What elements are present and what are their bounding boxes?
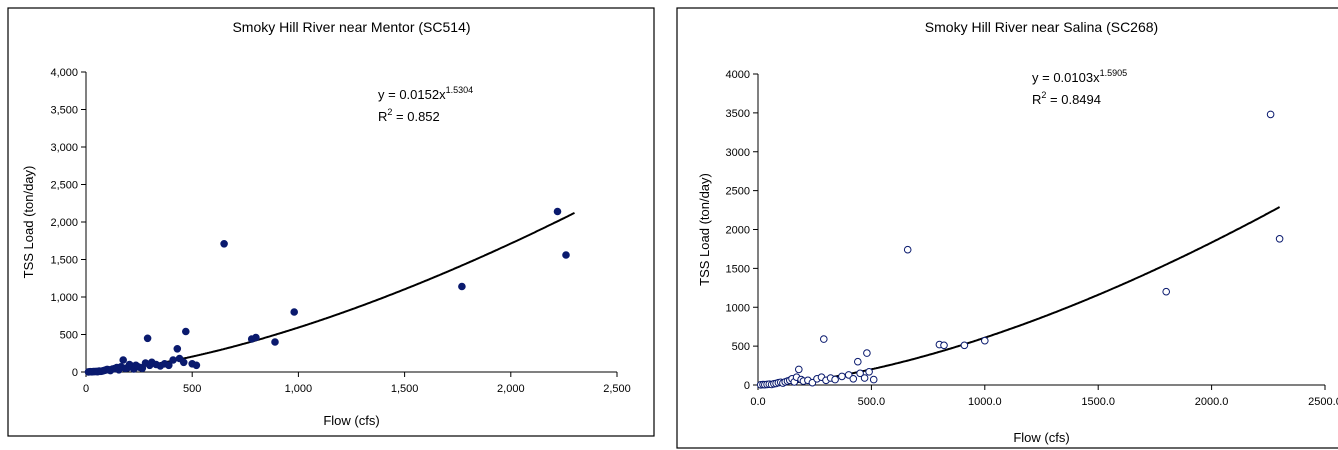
- data-point: [553, 207, 562, 216]
- data-point: [1266, 110, 1275, 119]
- trendline-equation: y = 0.0152x1.5304: [378, 85, 473, 102]
- x-tick-label: 0.0: [750, 396, 765, 408]
- data-point: [795, 365, 803, 374]
- data-point: [179, 358, 188, 367]
- y-tick-label: 2,000: [50, 217, 78, 229]
- y-tick-label: 1000: [726, 302, 750, 314]
- x-tick-label: 1500.0: [1081, 396, 1115, 408]
- data-point: [119, 356, 127, 364]
- data-point: [173, 344, 182, 353]
- r-squared-value: = 0.8494: [1046, 92, 1101, 107]
- y-tick-label: 0: [72, 367, 78, 379]
- equation-exponent: 1.5905: [1100, 68, 1128, 78]
- salina-chart: Smoky Hill River near Salina (SC268) 0 500…: [676, 7, 1338, 449]
- mentor-chart: Smoky Hill River near Mentor (SC514) 0 500…: [7, 7, 655, 437]
- trendline-equation: y = 0.0103x1.5905: [1032, 68, 1127, 85]
- chart-title: Smoky Hill River near Mentor (SC514): [232, 19, 470, 35]
- chart-title: Smoky Hill River near Salina (SC268): [925, 19, 1158, 35]
- r-squared: R2 = 0.852: [378, 107, 440, 124]
- equation-exponent: 1.5304: [446, 85, 474, 95]
- x-axis-title: Flow (cfs): [323, 413, 379, 428]
- y-tick-label: 500: [732, 341, 750, 353]
- data-point: [854, 357, 862, 366]
- x-tick-label: 2000.0: [1195, 396, 1229, 408]
- y-tick-label: 2,500: [50, 180, 78, 192]
- y-tick-label: 4000: [726, 69, 750, 81]
- y-tick-label: 3500: [726, 108, 750, 120]
- y-tick-label: 0: [744, 380, 750, 392]
- data-point: [1275, 235, 1284, 243]
- y-tick-label: 3,000: [50, 142, 78, 154]
- x-tick-label: 1,000: [285, 383, 313, 395]
- chart-border: [676, 7, 1338, 449]
- data-point: [820, 335, 828, 343]
- r-squared-label: R: [378, 109, 387, 124]
- y-tick-label: 2500: [726, 186, 750, 198]
- x-axis-title: Flow (cfs): [1013, 430, 1069, 445]
- x-tick-label: 0: [83, 383, 89, 395]
- data-point: [831, 375, 839, 384]
- x-tick-label: 2500.0: [1308, 396, 1338, 408]
- r-squared-superscript: 2: [1041, 90, 1046, 100]
- x-tick-label: 2,500: [603, 383, 631, 395]
- x-tick-label: 1,500: [391, 383, 419, 395]
- y-tick-label: 1,500: [50, 255, 78, 267]
- data-point: [252, 333, 260, 342]
- y-tick-label: 1,000: [50, 292, 78, 304]
- x-tick-label: 2,000: [497, 383, 525, 395]
- data-point: [271, 338, 279, 346]
- data-point: [863, 349, 871, 357]
- r-squared-label: R: [1032, 92, 1041, 107]
- x-tick-label: 500: [183, 383, 201, 395]
- data-point: [981, 336, 989, 345]
- data-point: [562, 251, 570, 259]
- y-tick-label: 500: [60, 330, 78, 342]
- y-tick-label: 4,000: [50, 67, 78, 79]
- data-point: [869, 375, 878, 384]
- data-point: [220, 240, 228, 248]
- y-axis-title: TSS Load (ton/day): [21, 166, 36, 279]
- y-axis-title: TSS Load (ton/day): [697, 173, 712, 286]
- r-squared-superscript: 2: [387, 107, 392, 117]
- r-squared-value: = 0.852: [392, 109, 439, 124]
- equation-text: y = 0.0103x: [1032, 70, 1100, 85]
- y-tick-label: 3000: [726, 147, 750, 159]
- data-point: [856, 369, 864, 378]
- data-point: [169, 356, 177, 364]
- y-tick-label: 1500: [726, 263, 750, 275]
- data-point: [865, 368, 873, 376]
- data-point: [165, 361, 173, 370]
- data-point: [1162, 287, 1171, 296]
- data-point: [903, 245, 912, 254]
- r-squared: R2 = 0.8494: [1032, 90, 1101, 107]
- data-point: [838, 372, 846, 381]
- equation-text: y = 0.0152x: [378, 87, 446, 102]
- data-point: [143, 334, 152, 343]
- y-tick-label: 3,500: [50, 105, 78, 117]
- data-point: [860, 374, 869, 382]
- data-point: [849, 375, 858, 383]
- y-tick-label: 2000: [726, 225, 750, 237]
- data-point: [960, 341, 969, 350]
- data-point: [940, 341, 948, 350]
- x-tick-label: 1000.0: [968, 396, 1002, 408]
- data-point: [290, 308, 299, 316]
- x-tick-label: 500.0: [858, 396, 886, 408]
- data-point: [192, 361, 201, 370]
- data-point: [182, 327, 190, 336]
- data-point: [458, 282, 466, 291]
